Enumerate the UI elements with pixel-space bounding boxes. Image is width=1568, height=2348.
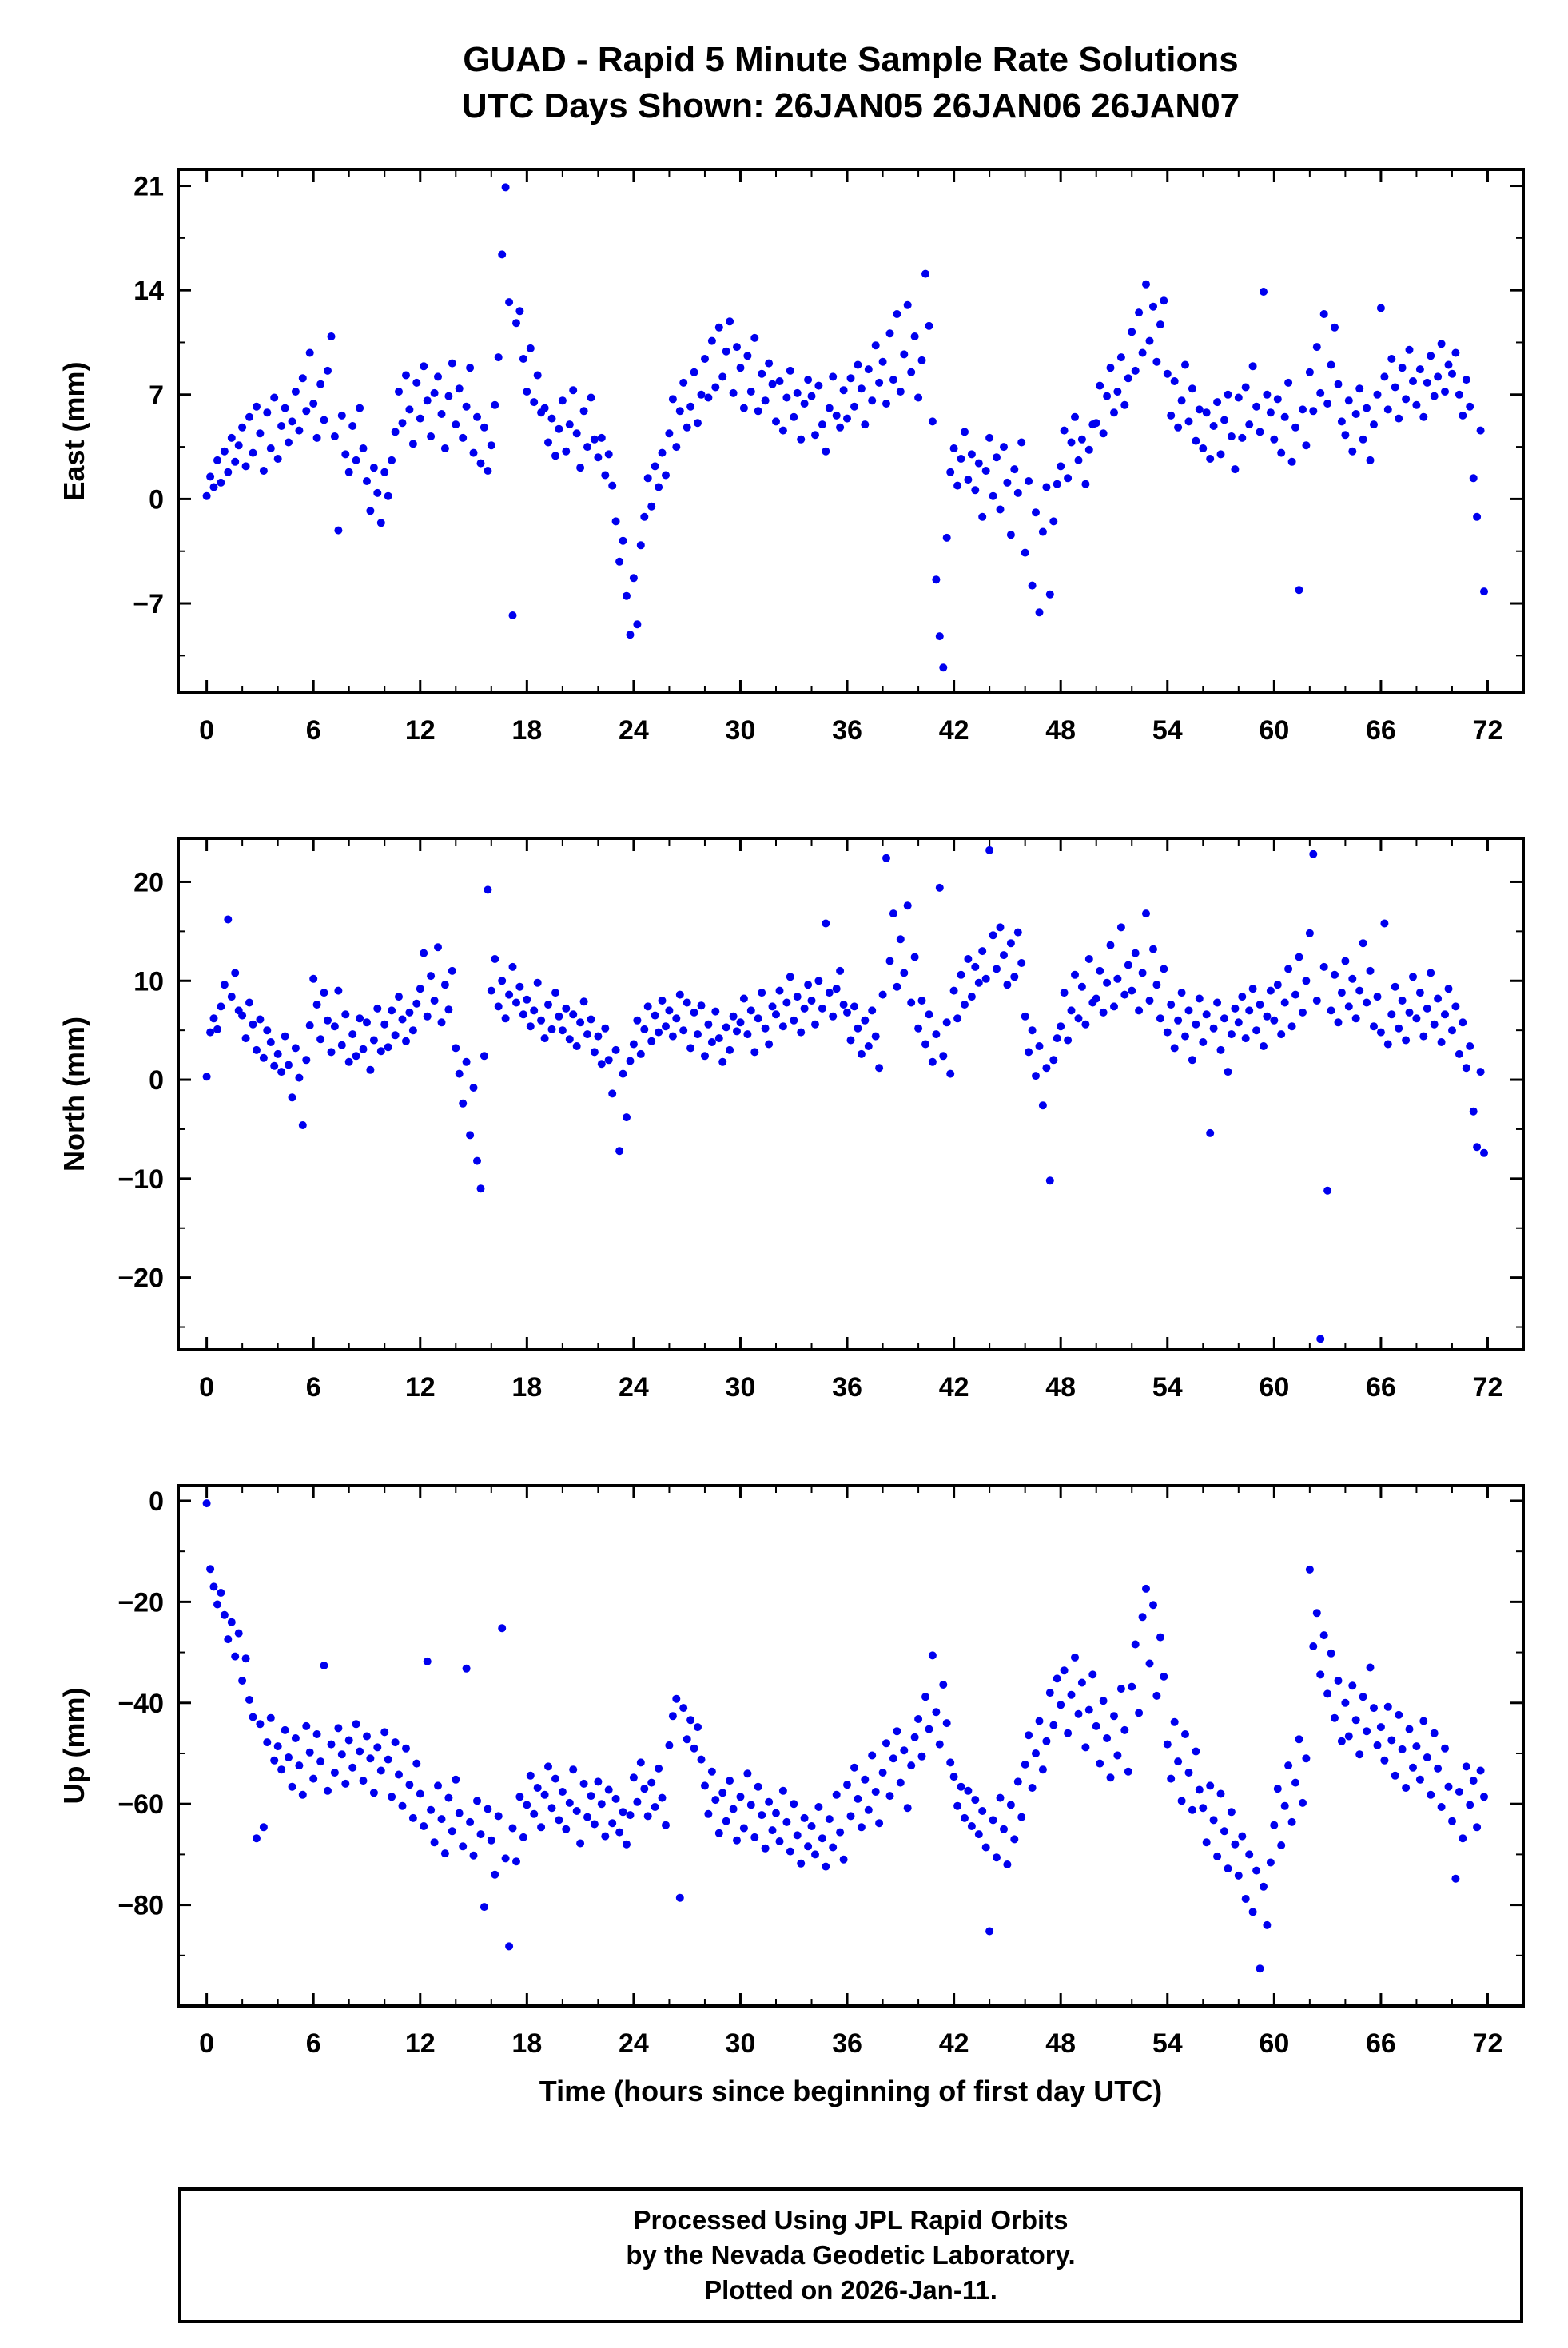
y-tick-label: −20	[117, 1264, 164, 1294]
x-tick-label: 66	[1366, 1372, 1396, 1403]
x-tick-label: 12	[405, 1372, 436, 1403]
up-panel-plot: 0 6 12 18 24 30 36 42 48 54 60 66 72 −80 −60 −40 −20 0 Up …	[58, 1484, 1525, 2059]
x-tick-label: 48	[1045, 2028, 1076, 2059]
chart-title-line2: UTC Days Shown: 26JAN05 26JAN06 26JAN07	[461, 86, 1240, 125]
x-tick-label: 18	[511, 2028, 542, 2059]
x-tick-label: 18	[511, 715, 542, 746]
x-tick-label: 48	[1045, 715, 1076, 746]
y-tick-label: 20	[133, 867, 164, 897]
x-tick-label: 42	[939, 2028, 969, 2059]
y-tick-label: −10	[117, 1164, 164, 1195]
y-tick-label: 7	[149, 380, 164, 411]
x-tick-label: 54	[1152, 2028, 1183, 2059]
x-tick-label: 18	[511, 1372, 542, 1403]
plot-frame	[177, 168, 1525, 694]
y-tick-label: −60	[117, 1789, 164, 1820]
x-tick-label: 36	[832, 1372, 862, 1403]
x-tick-label: 48	[1045, 1372, 1076, 1403]
plot-frame	[177, 1484, 1525, 2008]
east-panel-plot: 0 6 12 18 24 30 36 42 48 54 60 66 72 −7 0 7 14 21 East (mm…	[58, 168, 1525, 746]
x-tick-label: 60	[1259, 715, 1289, 746]
y-tick-label: 0	[149, 484, 164, 515]
x-tick-label: 42	[939, 715, 969, 746]
x-tick-label: 54	[1152, 1372, 1183, 1403]
footer-line3: Plotted on 2026-Jan-11.	[704, 2275, 997, 2305]
chart-title: GUAD - Rapid 5 Minute Sample Rate Soluti…	[178, 37, 1523, 129]
x-tick-label: 72	[1473, 2028, 1503, 2059]
x-tick-label: 0	[199, 2028, 214, 2059]
x-tick-label: 54	[1152, 715, 1183, 746]
x-tick-label: 0	[199, 1372, 214, 1403]
x-tick-label: 24	[619, 1372, 649, 1403]
y-tick-label: −20	[117, 1587, 164, 1618]
x-tick-label: 12	[405, 2028, 436, 2059]
x-tick-label: 72	[1473, 1372, 1503, 1403]
scatter-points	[202, 846, 1488, 1343]
y-tick-label: −7	[133, 589, 164, 619]
x-tick-label: 42	[939, 1372, 969, 1403]
y-tick-label: −40	[117, 1689, 164, 1719]
footer-note-box: Processed Using JPL Rapid Orbits by the …	[178, 2187, 1523, 2323]
x-tick-label: 36	[832, 2028, 862, 2059]
y-tick-label: 21	[133, 172, 164, 202]
x-tick-label: 66	[1366, 2028, 1396, 2059]
x-tick-label: 24	[619, 2028, 649, 2059]
x-tick-label: 6	[306, 2028, 321, 2059]
x-tick-label: 24	[619, 715, 649, 746]
plot-frame	[177, 837, 1525, 1351]
x-tick-label: 60	[1259, 2028, 1289, 2059]
chart-title-line1: GUAD - Rapid 5 Minute Sample Rate Soluti…	[463, 40, 1239, 79]
x-tick-label: 12	[405, 715, 436, 746]
y-axis-label: North (mm)	[58, 1017, 90, 1172]
scatter-points	[202, 1499, 1488, 1973]
x-axis-title: Time (hours since beginning of first day…	[539, 2075, 1163, 2107]
y-tick-label: −80	[117, 1891, 164, 1921]
y-tick-label: 0	[149, 1486, 164, 1517]
y-tick-label: 10	[133, 966, 164, 997]
x-tick-label: 60	[1259, 1372, 1289, 1403]
y-tick-label: 14	[133, 276, 164, 306]
x-tick-label: 0	[199, 715, 214, 746]
y-axis-label: East (mm)	[58, 361, 90, 500]
y-axis-label: Up (mm)	[58, 1688, 90, 1805]
scatter-points	[202, 183, 1488, 672]
x-tick-label: 36	[832, 715, 862, 746]
x-tick-label: 30	[726, 715, 756, 746]
x-tick-label: 30	[726, 2028, 756, 2059]
x-tick-label: 72	[1473, 715, 1503, 746]
footer-line2: by the Nevada Geodetic Laboratory.	[626, 2240, 1076, 2270]
x-tick-label: 6	[306, 715, 321, 746]
y-tick-label: 0	[149, 1065, 164, 1096]
footer-line1: Processed Using JPL Rapid Orbits	[633, 2205, 1069, 2235]
x-tick-label: 30	[726, 1372, 756, 1403]
x-tick-label: 6	[306, 1372, 321, 1403]
north-panel-plot: 0 6 12 18 24 30 36 42 48 54 60 66 72 −20 −10 0 10 20 North…	[58, 837, 1525, 1403]
x-tick-label: 66	[1366, 715, 1396, 746]
